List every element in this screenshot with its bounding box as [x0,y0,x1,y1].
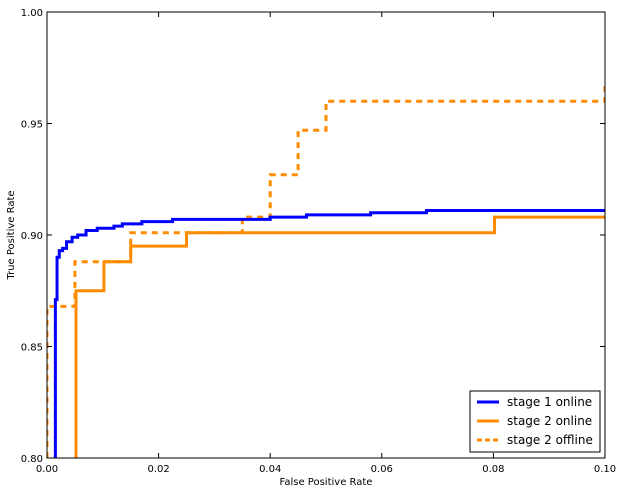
y-tick-label: 1.00 [21,8,43,19]
x-tick-label: 0.04 [259,464,281,475]
legend-label-stage-2-offline: stage 2 offline [507,433,593,447]
y-tick-label: 0.90 [21,231,43,242]
legend-label-stage-2-online: stage 2 online [507,414,592,428]
y-tick-label: 0.85 [21,343,43,354]
x-tick-label: 0.08 [482,464,504,475]
x-axis-label: False Positive Rate [280,477,373,488]
y-tick-label: 0.80 [21,454,43,465]
x-tick-label: 0.02 [147,464,169,475]
x-tick-label: 0.10 [594,464,616,475]
x-tick-label: 0.06 [371,464,393,475]
ticks-layer: 0.00 0.02 0.04 0.06 0.08 0.10 0.80 0.85 0.90 0.95… [21,8,616,475]
series-line-stage-2-online [74,215,605,458]
y-tick-label: 0.95 [21,120,43,131]
legend: stage 1 online stage 2 online stage 2 of… [469,390,601,453]
series-layer [47,85,605,458]
plot-background [47,12,605,458]
plot-area [47,12,605,458]
series-line-stage-2-offline [47,85,605,458]
x-tick-label: 0.00 [36,464,58,475]
legend-label-stage-1-online: stage 1 online [507,395,592,409]
series-line-stage-1-online [53,208,605,458]
y-axis-label: True Positive Rate [6,190,17,280]
